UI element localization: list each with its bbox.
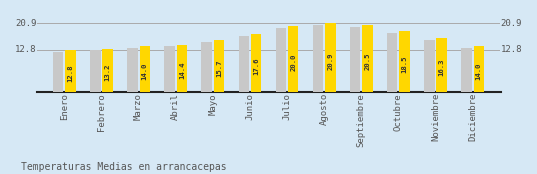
Bar: [437, 38, 447, 92]
Bar: [275, 28, 286, 92]
Text: 20.0: 20.0: [290, 54, 296, 71]
Text: 20.9: 20.9: [15, 19, 37, 28]
Text: 14.0: 14.0: [142, 62, 148, 80]
Bar: [400, 31, 410, 92]
Bar: [66, 50, 76, 92]
Bar: [362, 25, 373, 92]
Text: 15.7: 15.7: [216, 60, 222, 77]
Text: 18.5: 18.5: [402, 56, 408, 73]
Bar: [140, 46, 150, 92]
Bar: [90, 50, 100, 92]
Bar: [313, 25, 323, 92]
Bar: [164, 46, 175, 92]
Bar: [103, 49, 113, 92]
Bar: [474, 46, 484, 92]
Text: 12.8: 12.8: [500, 45, 522, 54]
Bar: [238, 36, 249, 92]
Text: 17.6: 17.6: [253, 57, 259, 75]
Bar: [177, 45, 187, 92]
Text: 12.8: 12.8: [68, 64, 74, 82]
Bar: [214, 40, 224, 92]
Text: 13.2: 13.2: [105, 64, 111, 81]
Text: 16.3: 16.3: [439, 59, 445, 77]
Text: Temperaturas Medias en arrancacepas: Temperaturas Medias en arrancacepas: [21, 162, 227, 172]
Text: 20.9: 20.9: [500, 19, 522, 28]
Text: 14.0: 14.0: [476, 62, 482, 80]
Bar: [325, 23, 336, 92]
Bar: [251, 34, 262, 92]
Bar: [387, 33, 397, 92]
Text: 20.5: 20.5: [365, 53, 371, 70]
Text: 20.9: 20.9: [328, 52, 333, 70]
Bar: [53, 52, 63, 92]
Bar: [288, 26, 299, 92]
Bar: [127, 48, 137, 92]
Text: 12.8: 12.8: [15, 45, 37, 54]
Bar: [201, 42, 212, 92]
Bar: [350, 27, 360, 92]
Bar: [461, 48, 471, 92]
Text: 14.4: 14.4: [179, 62, 185, 79]
Bar: [424, 40, 434, 92]
